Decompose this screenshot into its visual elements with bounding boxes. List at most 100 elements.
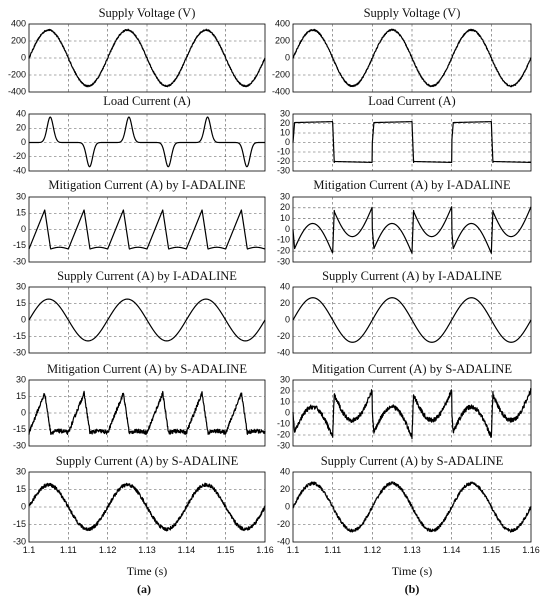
y-tick-label: -30: [13, 347, 26, 357]
series-line: [292, 481, 532, 533]
y-tick-label: -30: [13, 440, 26, 450]
x-tick-label: 1.1: [23, 545, 36, 555]
chart-panel: Supply Current (A) by I-ADALINE 40 20 0 -20 -…: [277, 269, 532, 357]
y-tick-label: -40: [277, 347, 290, 357]
x-tick-label: 1.13: [138, 545, 156, 555]
y-tick-label: -40: [277, 536, 290, 546]
x-tick-label: 1.13: [403, 545, 421, 555]
y-tick-label: 0: [285, 407, 290, 417]
y-tick-label: -400: [8, 86, 26, 96]
y-tick-label: 10: [280, 213, 290, 223]
y-tick-label: 20: [280, 298, 290, 308]
x-tick-label: 1.16: [256, 545, 274, 555]
y-tick-label: -30: [277, 165, 290, 175]
y-tick-label: 0: [21, 501, 26, 511]
panel-label-b: (b): [405, 582, 420, 596]
y-tick-label: 30: [16, 281, 26, 291]
chart-panel: Load Current (A) 40 20 0 -20 -40: [13, 94, 266, 175]
chart-title: Mitigation Current (A) by I-ADALINE: [313, 178, 511, 192]
x-tick-label: 1.12: [364, 545, 382, 555]
series-line: [28, 116, 266, 168]
series-line: [28, 298, 266, 342]
y-tick-label: 400: [11, 18, 26, 28]
series-line: [292, 28, 532, 88]
y-tick-label: 30: [280, 374, 290, 384]
x-tick-label: 1.1: [287, 545, 300, 555]
series-line: [292, 206, 532, 254]
y-tick-label: 30: [16, 466, 26, 476]
y-tick-label: -200: [272, 69, 290, 79]
y-tick-label: -30: [13, 536, 26, 546]
chart-panel: Supply Current (A) by I-ADALINE 30 15 0 -15 -…: [13, 269, 266, 357]
y-tick-label: -40: [13, 165, 26, 175]
y-tick-label: 40: [280, 281, 290, 291]
chart-panel: Mitigation Current (A) by I-ADALINE 30201…: [277, 178, 532, 266]
x-tick-label: 1.16: [522, 545, 540, 555]
y-tick-label: -400: [272, 86, 290, 96]
chart-panel: Supply Voltage (V) 400 200 0 -200 -400: [272, 6, 532, 96]
y-tick-label: 200: [11, 35, 26, 45]
chart-panel: Mitigation Current (A) by I-ADALINE 30 15 0…: [13, 178, 266, 266]
y-tick-label: -30: [277, 256, 290, 266]
y-tick-label: -10: [277, 235, 290, 245]
y-tick-label: -20: [13, 151, 26, 161]
y-tick-label: 10: [280, 127, 290, 137]
chart-title: Supply Voltage (V): [364, 6, 461, 20]
series-line: [292, 121, 532, 164]
series-line: [28, 390, 266, 435]
chart-title: Supply Voltage (V): [99, 6, 196, 20]
y-tick-label: 20: [280, 385, 290, 395]
x-tick-label: 1.14: [443, 545, 461, 555]
y-tick-label: -20: [277, 331, 290, 341]
y-tick-label: 15: [16, 391, 26, 401]
y-tick-label: 15: [16, 208, 26, 218]
y-tick-label: 15: [16, 484, 26, 494]
y-tick-label: -20: [277, 519, 290, 529]
y-tick-label: -200: [8, 69, 26, 79]
y-tick-label: 0: [285, 314, 290, 324]
series-line: [28, 28, 266, 88]
series-line: [292, 387, 532, 440]
y-tick-label: 30: [16, 191, 26, 201]
y-tick-label: -20: [277, 429, 290, 439]
y-tick-label: 40: [280, 466, 290, 476]
chart-panel: Supply Current (A) by S-ADALINE 1.1 1.11 1.…: [277, 454, 540, 555]
y-tick-label: 20: [280, 484, 290, 494]
chart-panel: Supply Current (A) by S-ADALINE 1.1 1.11 1.…: [13, 454, 274, 555]
series-line: [28, 209, 266, 250]
x-tick-label: 1.15: [483, 545, 501, 555]
x-tick-label: 1.14: [178, 545, 196, 555]
y-tick-label: -15: [13, 424, 26, 434]
y-tick-label: -15: [13, 331, 26, 341]
y-tick-label: 30: [280, 108, 290, 118]
x-tick-label: 1.15: [217, 545, 235, 555]
y-tick-label: 20: [280, 202, 290, 212]
y-tick-label: 40: [16, 108, 26, 118]
y-tick-label: 0: [285, 52, 290, 62]
y-tick-label: 0: [285, 501, 290, 511]
chart-title: Load Current (A): [103, 94, 190, 108]
y-tick-label: 0: [21, 407, 26, 417]
y-tick-label: 20: [280, 118, 290, 128]
y-tick-label: -20: [277, 156, 290, 166]
y-tick-label: 0: [285, 224, 290, 234]
y-tick-label: 0: [21, 137, 26, 147]
chart-title: Supply Current (A) by I-ADALINE: [322, 269, 502, 283]
series-line: [292, 297, 532, 343]
y-tick-label: 0: [21, 314, 26, 324]
y-tick-label: 30: [16, 374, 26, 384]
chart-title: Mitigation Current (A) by I-ADALINE: [48, 178, 246, 192]
chart-title: Mitigation Current (A) by S-ADALINE: [312, 362, 512, 376]
x-tick-label: 1.11: [60, 545, 77, 555]
y-tick-label: 20: [16, 123, 26, 133]
y-tick-label: -30: [13, 256, 26, 266]
y-tick-label: -15: [13, 240, 26, 250]
y-tick-label: 0: [285, 137, 290, 147]
x-axis-label-b: Time (s): [392, 564, 433, 578]
chart-title: Supply Current (A) by S-ADALINE: [321, 454, 504, 468]
y-tick-label: 0: [21, 52, 26, 62]
y-tick-label: 10: [280, 396, 290, 406]
y-tick-label: -10: [277, 418, 290, 428]
